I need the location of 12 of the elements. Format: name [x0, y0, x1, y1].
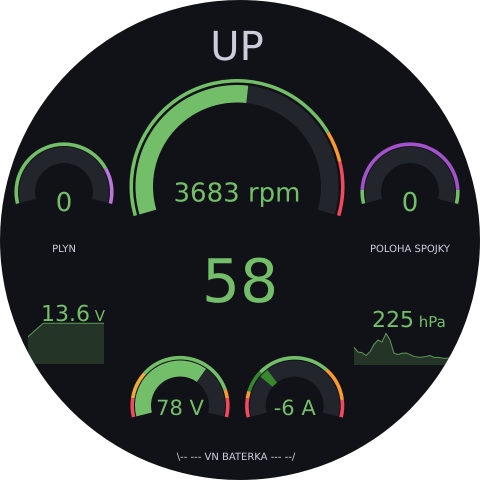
text: 78 V — [156, 396, 205, 420]
data-label: 58 — [202, 247, 278, 317]
text: 0 — [56, 188, 72, 218]
text: 3683 rpm — [174, 178, 300, 208]
text: POLOHA SPOJKY — [370, 244, 451, 255]
annotation: 13.6 V — [41, 302, 106, 327]
chart-title: UP — [210, 24, 264, 70]
text: 225 hPa — [372, 308, 446, 333]
text: 0 — [402, 188, 418, 218]
text: -6 A — [274, 396, 316, 420]
text: PLYN — [52, 244, 76, 255]
text: \-- --- VN BATERKA --- --/ — [176, 452, 296, 463]
